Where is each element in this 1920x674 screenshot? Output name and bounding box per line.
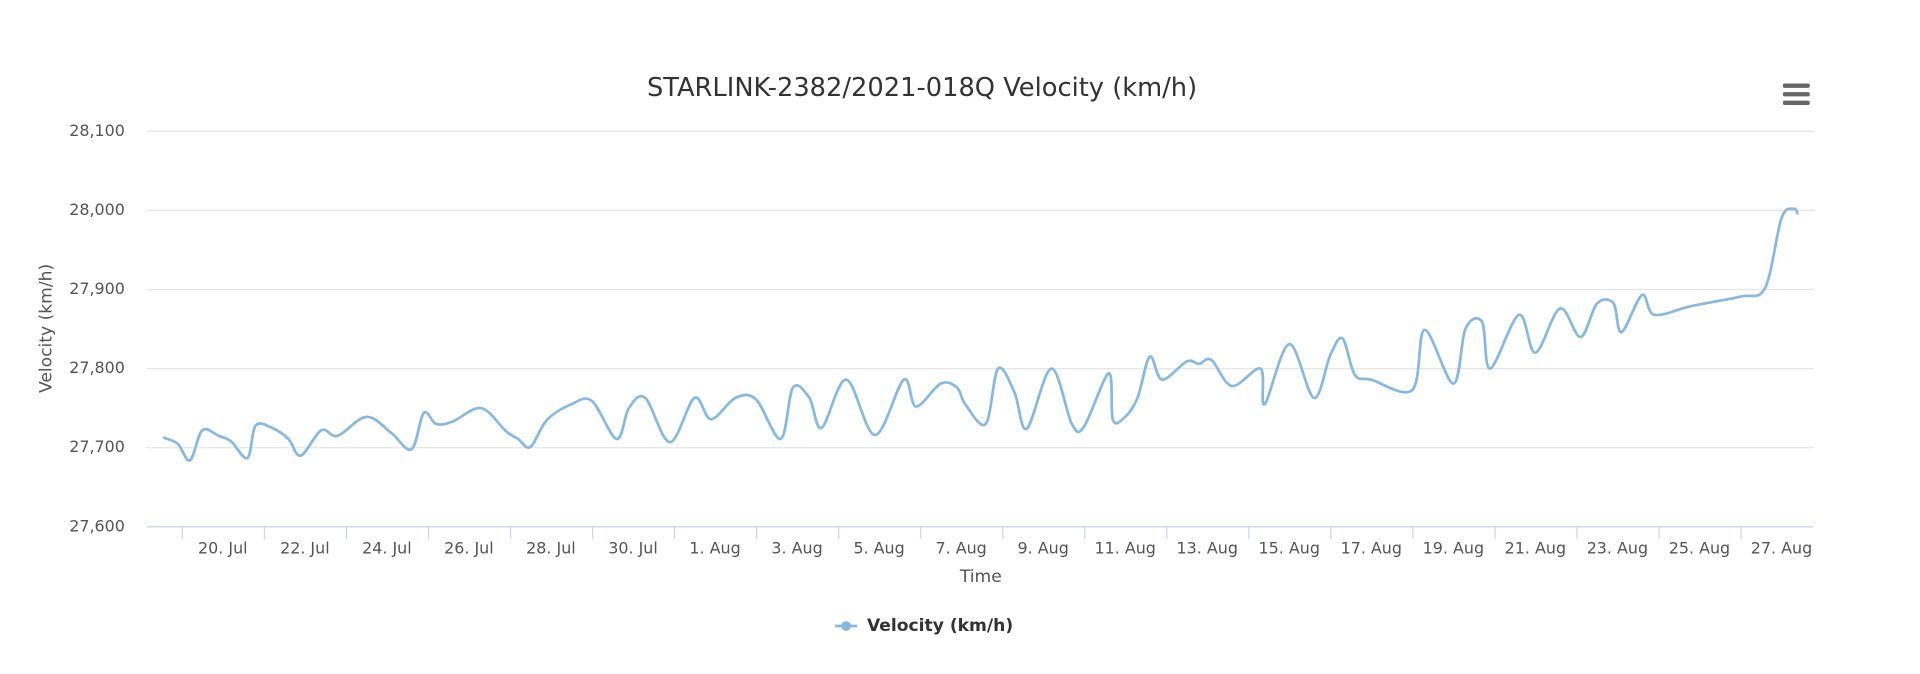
x-tick-label: 26. Jul bbox=[444, 538, 494, 557]
menu-bar[interactable] bbox=[1782, 83, 1810, 88]
y-tick-label: 27,600 bbox=[69, 516, 125, 535]
x-tick-label: 24. Jul bbox=[362, 538, 412, 557]
x-tick-label: 5. Aug bbox=[853, 538, 904, 557]
y-tick-label: 28,100 bbox=[69, 121, 125, 140]
x-tick-label: 19. Aug bbox=[1423, 538, 1484, 557]
menu-bar[interactable] bbox=[1782, 92, 1810, 97]
menu-bar[interactable] bbox=[1782, 100, 1810, 105]
y-tick-label: 27,700 bbox=[69, 437, 125, 456]
y-tick-label: 27,800 bbox=[69, 358, 125, 377]
x-tick-label: 3. Aug bbox=[771, 538, 822, 557]
y-tick-label: 28,000 bbox=[69, 200, 125, 219]
menu-button[interactable] bbox=[1782, 83, 1810, 105]
legend-symbol-marker[interactable] bbox=[841, 621, 852, 631]
x-tick-label: 17. Aug bbox=[1341, 538, 1402, 557]
legend-label[interactable]: Velocity (km/h) bbox=[867, 616, 1013, 636]
x-tick-label: 15. Aug bbox=[1259, 538, 1320, 557]
x-tick-label: 13. Aug bbox=[1177, 538, 1238, 557]
y-axis-title: Velocity (km/h) bbox=[37, 264, 57, 393]
y-tick-label: 27,900 bbox=[69, 279, 125, 298]
x-tick-label: 20. Jul bbox=[198, 538, 248, 557]
x-tick-label: 23. Aug bbox=[1587, 538, 1648, 557]
x-tick-label: 9. Aug bbox=[1018, 538, 1069, 557]
x-tick-label: 22. Jul bbox=[280, 538, 330, 557]
x-tick-label: 7. Aug bbox=[935, 538, 986, 557]
x-tick-label: 30. Jul bbox=[608, 538, 658, 557]
x-tick-label: 27. Aug bbox=[1751, 538, 1812, 557]
x-tick-label: 11. Aug bbox=[1094, 538, 1155, 557]
legend[interactable]: Velocity (km/h) bbox=[835, 616, 1013, 636]
x-tick-label: 1. Aug bbox=[689, 538, 740, 557]
series-line bbox=[162, 207, 1800, 462]
x-tick-label: 25. Aug bbox=[1669, 538, 1730, 557]
x-axis-title: Time bbox=[959, 567, 1002, 587]
chart-title: STARLINK-2382/2021-018Q Velocity (km/h) bbox=[647, 73, 1197, 103]
x-tick-label: 28. Jul bbox=[526, 538, 576, 557]
x-tick-label: 21. Aug bbox=[1505, 538, 1566, 557]
